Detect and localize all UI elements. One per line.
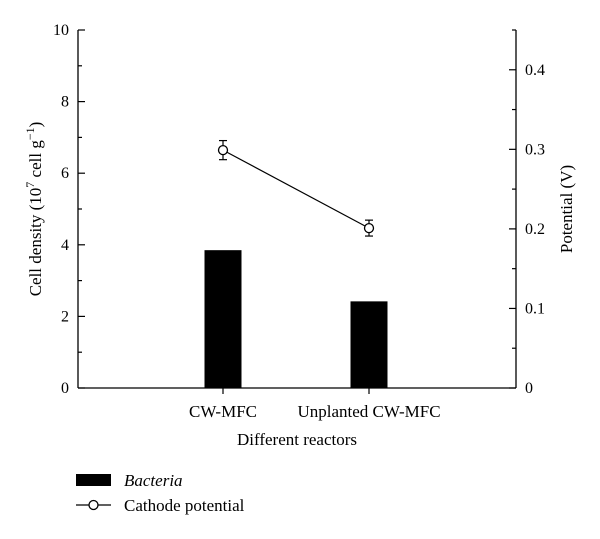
- legend-cathode-marker: [88, 499, 99, 511]
- left-axis-ticks: 0 2 4 6 8 10: [53, 22, 85, 397]
- left-tick-label: 2: [61, 308, 69, 325]
- bacteria-bars: [204, 250, 388, 388]
- bacteria-bar: [204, 250, 242, 388]
- legend-bacteria-label: Bacteria: [124, 471, 183, 490]
- right-tick-label: 0.2: [525, 221, 545, 238]
- right-tick-label: 0: [525, 380, 533, 397]
- cathode-potential-point: [363, 222, 375, 234]
- left-tick-label: 4: [61, 237, 69, 254]
- axes: [77, 30, 517, 389]
- left-tick-label: 0: [61, 380, 69, 397]
- x-axis-ticks: CW-MFC Unplanted CW-MFC: [189, 388, 441, 421]
- legend-bacteria-swatch: [76, 474, 111, 486]
- x-tick-label: CW-MFC: [189, 402, 257, 421]
- cathode-potential-series: [217, 139, 375, 237]
- x-axis-label: Different reactors: [237, 430, 357, 449]
- right-tick-label: 0.3: [525, 141, 545, 158]
- right-axis-ticks: 0 0.1 0.2 0.3 0.4: [509, 29, 545, 397]
- x-tick-label: Unplanted CW-MFC: [297, 402, 440, 421]
- right-tick-label: 0.4: [525, 62, 545, 79]
- cathode-potential-line: [222, 149, 370, 229]
- left-tick-label: 6: [61, 165, 69, 182]
- cathode-potential-point: [217, 144, 229, 156]
- left-tick-label: 10: [53, 22, 69, 39]
- bacteria-bar: [350, 301, 388, 388]
- left-tick-label: 8: [61, 94, 69, 111]
- right-tick-label: 0.1: [525, 300, 545, 317]
- legend-cathode-label: Cathode potential: [124, 496, 245, 515]
- right-axis-label: Potential (V): [557, 165, 576, 253]
- legend: Bacteria Cathode potential: [76, 471, 245, 515]
- left-axis-label: Cell density (107 cell g−1): [23, 122, 45, 297]
